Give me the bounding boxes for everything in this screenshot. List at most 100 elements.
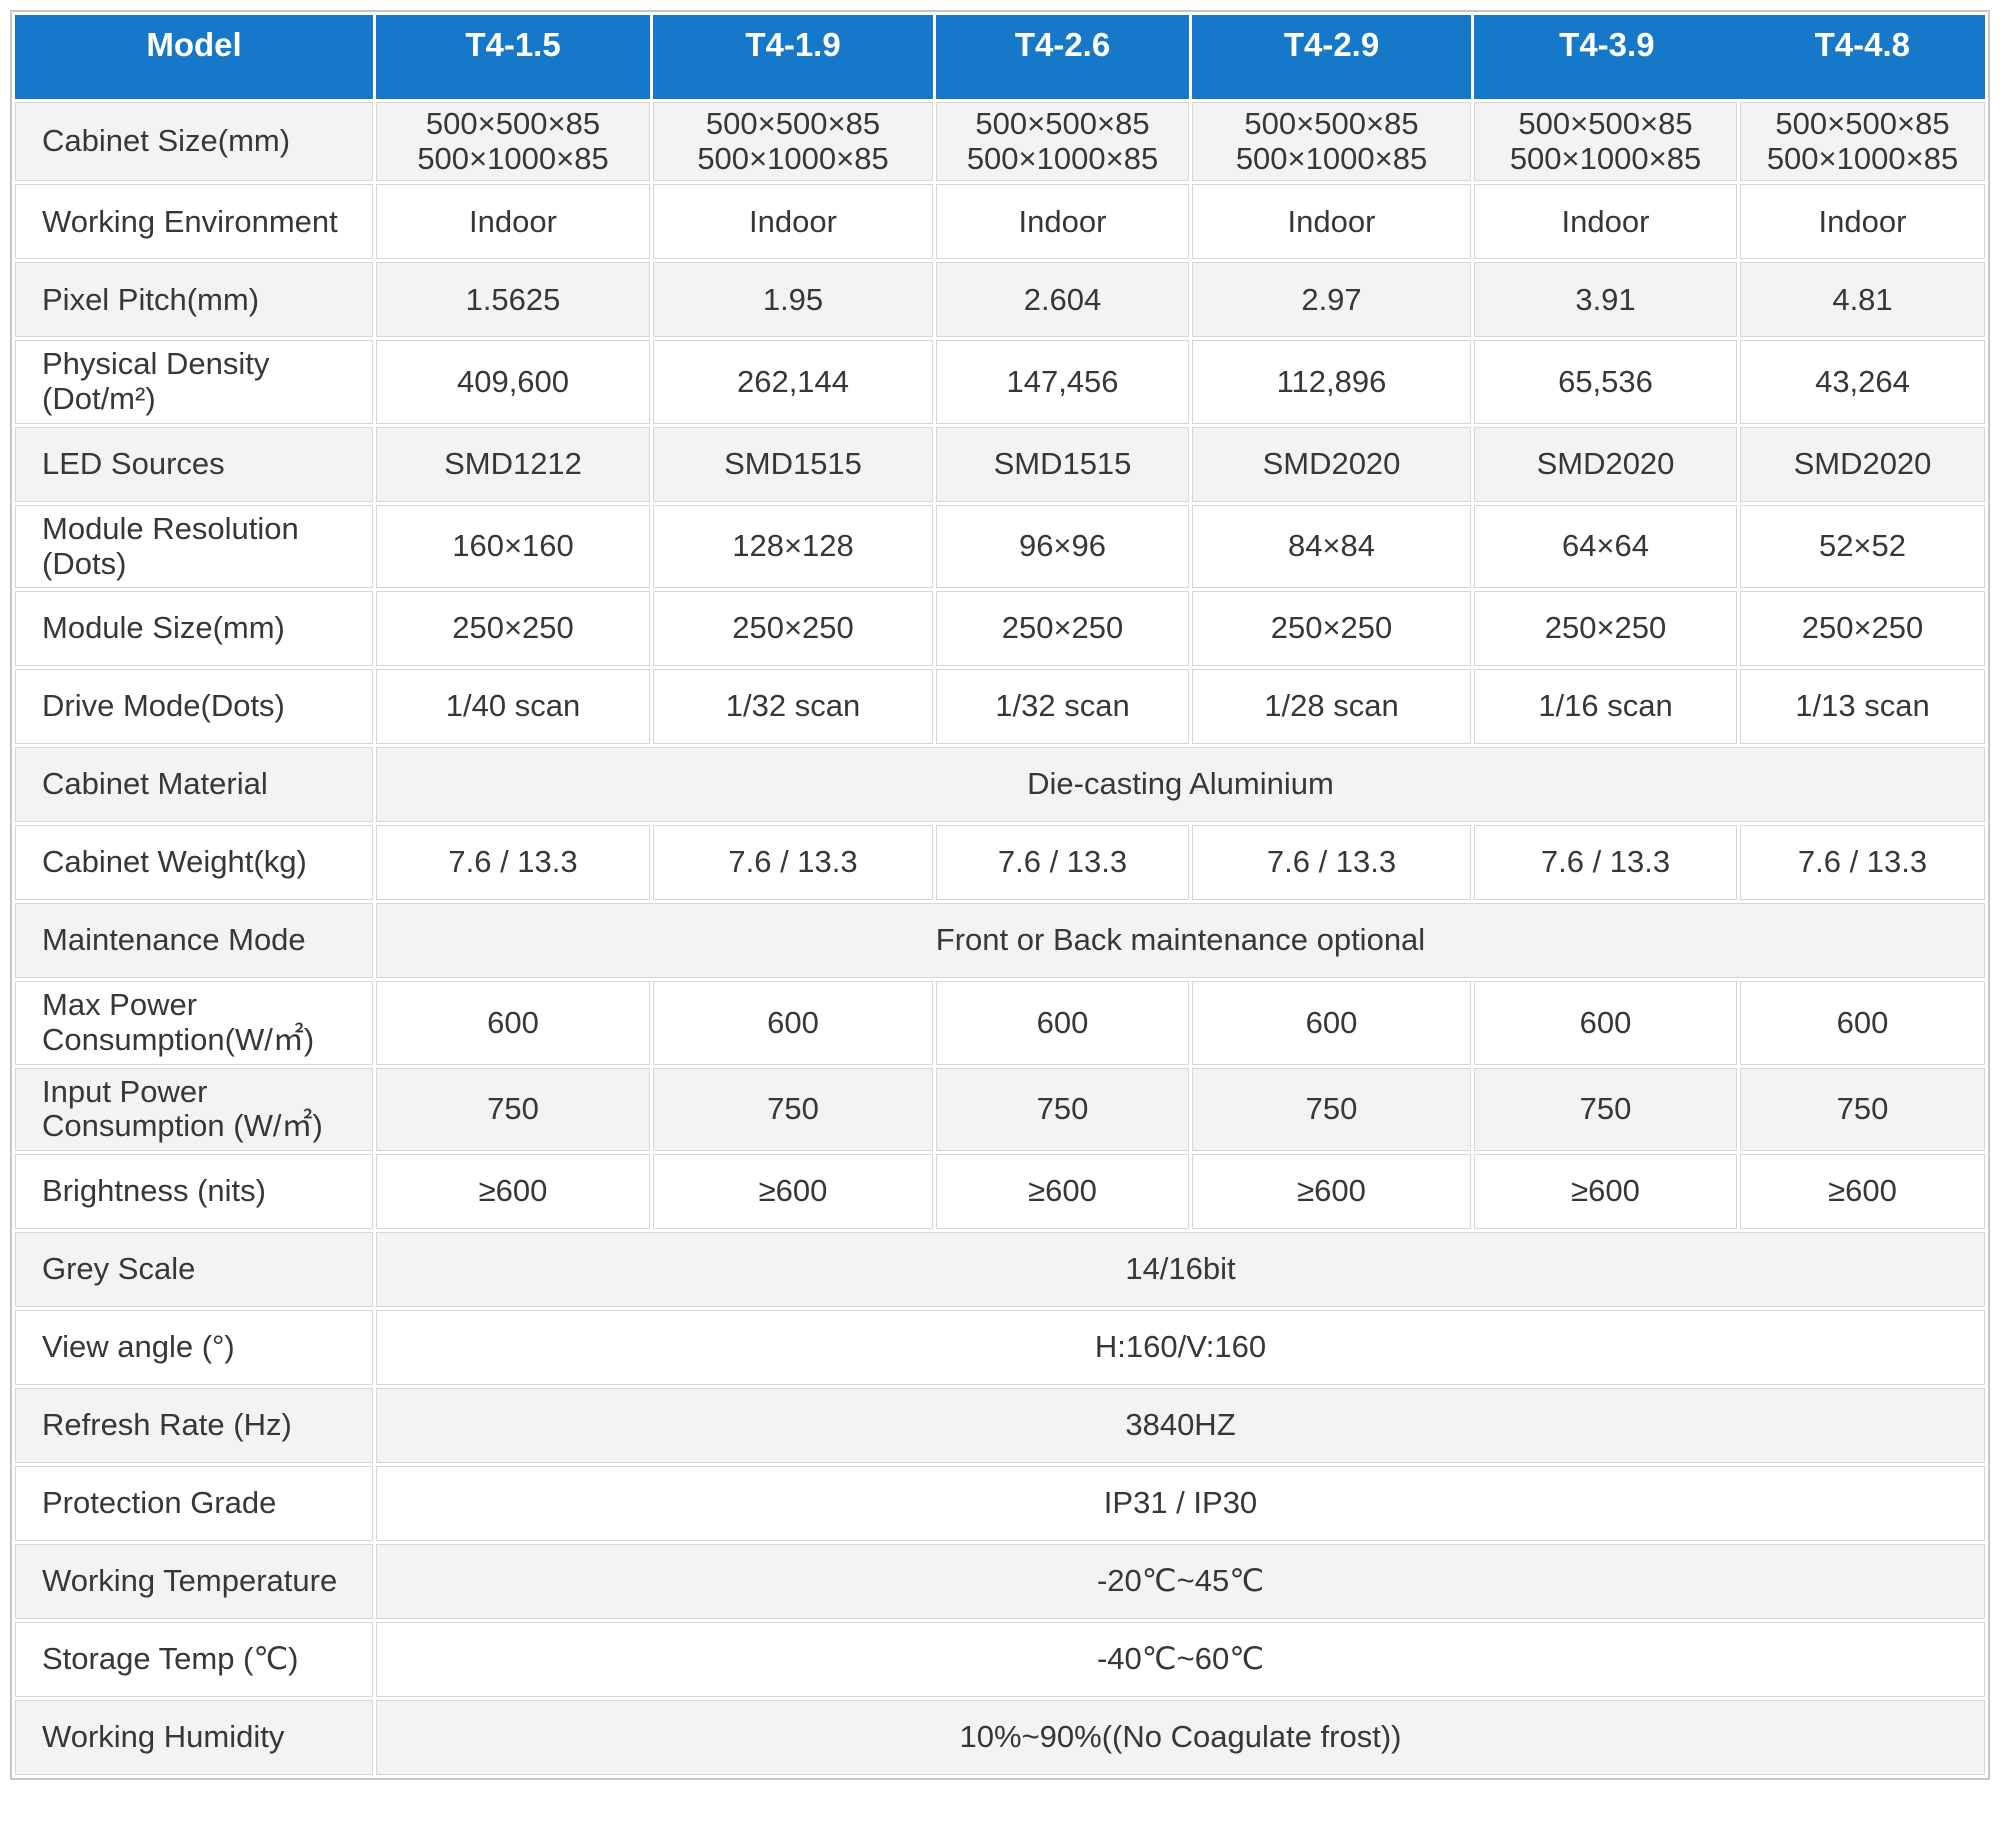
value-line: 500×1000×85 bbox=[417, 140, 609, 176]
row-label-cell: Input Power Consumption (W/㎡) bbox=[15, 1067, 373, 1152]
merged-value-cell: -40℃~60℃ bbox=[376, 1622, 1985, 1698]
value-line: 500×1000×85 bbox=[697, 140, 889, 176]
value-cell: 112,896 bbox=[1192, 340, 1471, 424]
table-row: View angle (°) H:160/V:160 bbox=[15, 1310, 1985, 1386]
row-label-cell: LED Sources bbox=[15, 426, 373, 502]
value-cell: SMD2020 bbox=[1474, 426, 1737, 502]
value-cell: 7.6 / 13.3 bbox=[653, 825, 933, 901]
value-cell: 64×64 bbox=[1474, 504, 1737, 589]
row-label-cell: Protection Grade bbox=[15, 1466, 373, 1542]
row-label-cell: View angle (°) bbox=[15, 1310, 373, 1386]
model-header-cell: Model bbox=[15, 15, 373, 99]
value-line: 500×1000×85 bbox=[1766, 140, 1959, 176]
value-cell: 750 bbox=[1474, 1067, 1737, 1152]
merged-value-cell: IP31 / IP30 bbox=[376, 1466, 1985, 1542]
merged-value-cell: H:160/V:160 bbox=[376, 1310, 1985, 1386]
merged-value-cell: Front or Back maintenance optional bbox=[376, 903, 1985, 979]
value-cell: 250×250 bbox=[936, 591, 1189, 667]
value-cell: 147,456 bbox=[936, 340, 1189, 424]
value-cell: 750 bbox=[376, 1067, 650, 1152]
row-label-cell: Cabinet Size(mm) bbox=[15, 102, 373, 182]
row-label-cell: Storage Temp (℃) bbox=[15, 1622, 373, 1698]
value-cell: SMD1515 bbox=[653, 426, 933, 502]
value-cell: ≥600 bbox=[1740, 1154, 1985, 1230]
value-cell: 600 bbox=[1740, 981, 1985, 1065]
header-row: Model T4-1.5 T4-1.9 T4-2.6 T4-2.9 T4-3.9… bbox=[15, 15, 1985, 99]
value-cell: 262,144 bbox=[653, 340, 933, 424]
value-cell: 409,600 bbox=[376, 340, 650, 424]
table-row: Cabinet Weight(kg) 7.6 / 13.3 7.6 / 13.3 7.… bbox=[15, 825, 1985, 901]
row-label-cell: Working Humidity bbox=[15, 1700, 373, 1776]
value-cell: 7.6 / 13.3 bbox=[1740, 825, 1985, 901]
value-cell: 1/28 scan bbox=[1192, 669, 1471, 745]
value-cell: SMD2020 bbox=[1192, 426, 1471, 502]
value-cell: 600 bbox=[1192, 981, 1471, 1065]
merged-value-cell: 3840HZ bbox=[376, 1388, 1985, 1464]
value-cell: Indoor bbox=[376, 184, 650, 260]
table-row: Brightness (nits) ≥600 ≥600 ≥600 ≥600 ≥600 ≥60… bbox=[15, 1154, 1985, 1230]
value-cell: Indoor bbox=[653, 184, 933, 260]
value-cell: 96×96 bbox=[936, 504, 1189, 589]
value-cell: 500×500×85 500×1000×85 bbox=[1192, 102, 1471, 182]
table-row: Module Resolution (Dots) 160×160 128×128 96… bbox=[15, 504, 1985, 589]
row-label-cell: Cabinet Material bbox=[15, 747, 373, 823]
spec-table: Model T4-1.5 T4-1.9 T4-2.6 T4-2.9 T4-3.9… bbox=[10, 10, 1990, 1781]
spec-table-body: Cabinet Size(mm) 500×500×85 500×1000×85 500… bbox=[15, 102, 1985, 1776]
merged-value-cell: Die-casting Aluminium bbox=[376, 747, 1985, 823]
row-label-cell: Grey Scale bbox=[15, 1232, 373, 1308]
value-cell: SMD1515 bbox=[936, 426, 1189, 502]
column-header-t4-2-6: T4-2.6 bbox=[936, 15, 1189, 99]
value-cell: ≥600 bbox=[936, 1154, 1189, 1230]
value-cell: 160×160 bbox=[376, 504, 650, 589]
value-cell: 65,536 bbox=[1474, 340, 1737, 424]
value-cell: 250×250 bbox=[653, 591, 933, 667]
column-header-t4-1-5: T4-1.5 bbox=[376, 15, 650, 99]
value-cell: SMD1212 bbox=[376, 426, 650, 502]
value-cell: 2.97 bbox=[1192, 262, 1471, 338]
merged-value-cell: 14/16bit bbox=[376, 1232, 1985, 1308]
value-cell: 250×250 bbox=[1740, 591, 1985, 667]
value-cell: ≥600 bbox=[376, 1154, 650, 1230]
value-cell: SMD2020 bbox=[1740, 426, 1985, 502]
value-line: 500×1000×85 bbox=[966, 140, 1159, 176]
value-cell: 600 bbox=[936, 981, 1189, 1065]
value-cell: Indoor bbox=[1474, 184, 1737, 260]
table-row: Cabinet Material Die-casting Aluminium bbox=[15, 747, 1985, 823]
value-cell: 84×84 bbox=[1192, 504, 1471, 589]
value-cell: 750 bbox=[1740, 1067, 1985, 1152]
value-cell: 250×250 bbox=[376, 591, 650, 667]
column-header-t4-2-9: T4-2.9 bbox=[1192, 15, 1471, 99]
value-line: 500×500×85 bbox=[425, 106, 601, 141]
table-row: Module Size(mm) 250×250 250×250 250×250 250×… bbox=[15, 591, 1985, 667]
column-header-t4-3-9: T4-3.9 bbox=[1559, 26, 1655, 63]
value-cell: ≥600 bbox=[1192, 1154, 1471, 1230]
value-cell: 43,264 bbox=[1740, 340, 1985, 424]
value-cell: 3.91 bbox=[1474, 262, 1737, 338]
row-label-cell: Cabinet Weight(kg) bbox=[15, 825, 373, 901]
value-line: 500×500×85 bbox=[1775, 106, 1950, 141]
value-cell: 250×250 bbox=[1474, 591, 1737, 667]
value-cell: 7.6 / 13.3 bbox=[376, 825, 650, 901]
value-cell: 500×500×85 500×1000×85 bbox=[936, 102, 1189, 182]
table-row: Grey Scale 14/16bit bbox=[15, 1232, 1985, 1308]
row-label-cell: Module Size(mm) bbox=[15, 591, 373, 667]
table-row: Input Power Consumption (W/㎡) 750 750 750 75… bbox=[15, 1067, 1985, 1152]
value-cell: 500×500×85 500×1000×85 bbox=[1474, 102, 1737, 182]
value-line: 500×500×85 bbox=[975, 106, 1150, 141]
value-line: 500×500×85 bbox=[1244, 106, 1419, 141]
table-row: Protection Grade IP31 / IP30 bbox=[15, 1466, 1985, 1542]
table-row: Physical Density (Dot/m²) 409,600 262,144 1… bbox=[15, 340, 1985, 424]
table-row: Working Temperature -20℃~45℃ bbox=[15, 1544, 1985, 1620]
row-label-cell: Maintenance Mode bbox=[15, 903, 373, 979]
value-line: 500×1000×85 bbox=[1235, 140, 1428, 176]
value-line: 500×500×85 bbox=[1518, 106, 1693, 141]
value-cell: Indoor bbox=[1192, 184, 1471, 260]
value-cell: 600 bbox=[653, 981, 933, 1065]
value-cell: 750 bbox=[1192, 1067, 1471, 1152]
row-label-cell: Drive Mode(Dots) bbox=[15, 669, 373, 745]
row-label-cell: Brightness (nits) bbox=[15, 1154, 373, 1230]
table-row: Cabinet Size(mm) 500×500×85 500×1000×85 500… bbox=[15, 102, 1985, 182]
table-row: Pixel Pitch(mm) 1.5625 1.95 2.604 2.97 3.91 4.… bbox=[15, 262, 1985, 338]
value-cell: 1/40 scan bbox=[376, 669, 650, 745]
